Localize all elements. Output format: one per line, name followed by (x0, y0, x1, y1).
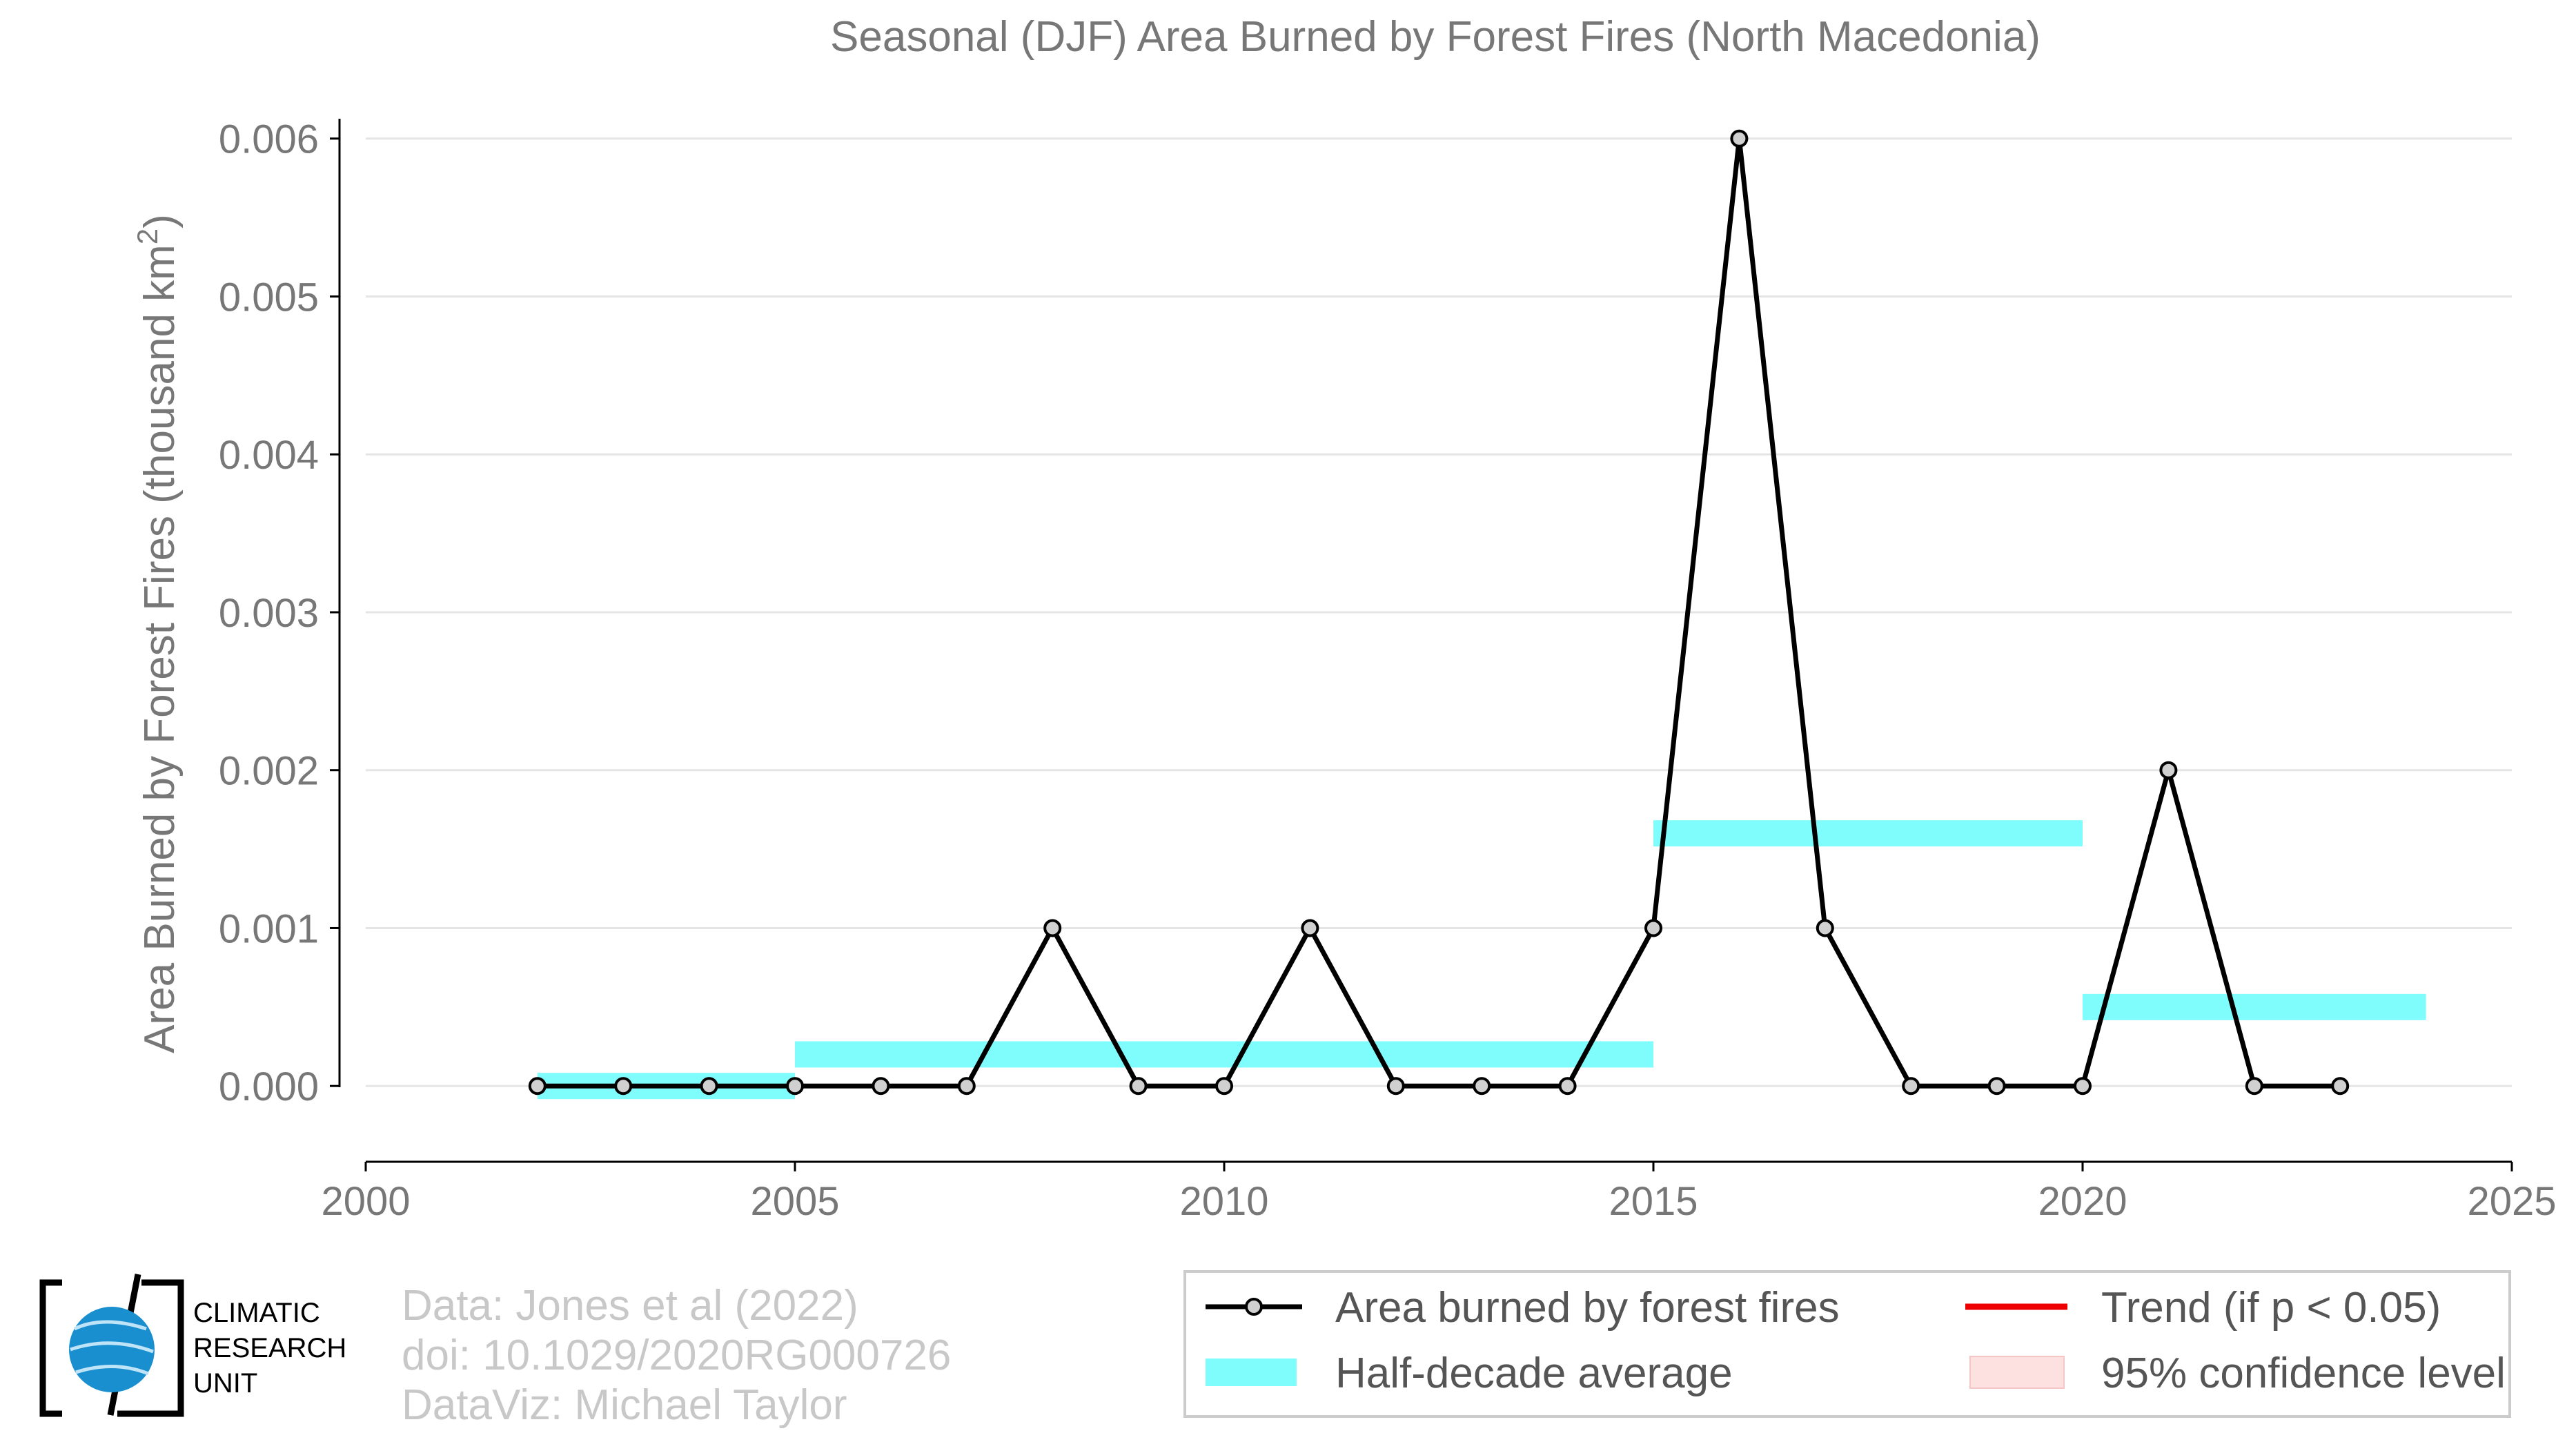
legend: Area burned by forest fires Half-decade … (1183, 1270, 2511, 1418)
legend-swatch-confidence (1969, 1356, 2065, 1389)
data-point (700, 1077, 718, 1095)
credit-doi: doi: 10.1029/2020RG000726 (402, 1332, 951, 1379)
logo-line-3: UNIT (193, 1368, 257, 1399)
y-tick-label: 0.002 (219, 749, 319, 794)
gridlines (366, 137, 2512, 1087)
y-tick-label: 0.005 (219, 275, 319, 320)
data-point (1386, 1077, 1405, 1095)
legend-box (1183, 1270, 2511, 1418)
credit-data: Data: Jones et al (2022) (402, 1282, 858, 1330)
half-decade-average-bar (2083, 993, 2426, 1020)
half-decade-average-bar (1653, 820, 2083, 847)
legend-label-confidence: 95% confidence level (2101, 1350, 2506, 1397)
y-tick-label: 0.006 (219, 117, 319, 162)
data-point (1902, 1077, 1920, 1095)
legend-label-trend: Trend (if p < 0.05) (2101, 1284, 2441, 1332)
half-decade-average-bar (795, 1041, 1653, 1068)
legend-swatch-average (1206, 1359, 1297, 1386)
y-axis-label-main: Area Burned by Forest Fires (thousand km (136, 244, 184, 1053)
data-point (528, 1077, 547, 1095)
data-point (957, 1077, 976, 1095)
y-axis-label: Area Burned by Forest Fires (thousand km… (131, 214, 184, 1053)
y-axis-label-close: ) (136, 214, 184, 228)
x-tick-label: 2010 (1179, 1179, 1268, 1224)
data-point (1644, 919, 1662, 937)
data-point (872, 1077, 890, 1095)
data-point (2159, 761, 2178, 779)
data-point (1473, 1077, 1491, 1095)
data-point (614, 1077, 633, 1095)
cru-logo: CLIMATIC RESEARCH UNIT (39, 1274, 346, 1417)
data-point (2245, 1077, 2263, 1095)
globe-icon (69, 1307, 155, 1392)
data-point (1816, 919, 1834, 937)
y-tick-label: 0.004 (219, 433, 319, 478)
data-point (1730, 129, 1749, 148)
series-line (537, 136, 2341, 1089)
data-point (2331, 1077, 2350, 1095)
y-tick-label: 0.003 (219, 591, 319, 636)
data-point (1129, 1077, 1148, 1095)
legend-label-average: Half-decade average (1335, 1350, 1733, 1397)
y-axis-label-superscript: 2 (131, 228, 164, 244)
legend-label-area: Area burned by forest fires (1335, 1284, 1840, 1332)
logo-frame (39, 1279, 184, 1417)
data-point (1558, 1077, 1577, 1095)
data-point (786, 1077, 804, 1095)
logo-line-2: RESEARCH (193, 1333, 346, 1363)
data-point (2074, 1077, 2092, 1095)
credit-dataviz: DataViz: Michael Taylor (402, 1381, 847, 1429)
data-point (1215, 1077, 1233, 1095)
logo-line-1: CLIMATIC (193, 1298, 320, 1328)
y-tick-labels: 0.000 0.001 0.002 0.003 0.004 0.005 0.006 (219, 117, 340, 1109)
data-point (1301, 919, 1319, 937)
data-point (1987, 1077, 2006, 1095)
y-tick-label: 0.001 (219, 906, 319, 951)
x-tick-label: 2020 (2038, 1179, 2127, 1224)
half-decade-average-bars (537, 820, 2426, 1100)
chart-title: Seasonal (DJF) Area Burned by Forest Fir… (830, 13, 2041, 61)
legend-swatch-marker (1245, 1298, 1263, 1316)
x-tick-labels: 2000 2005 2010 2015 2020 2025 (321, 1162, 2557, 1224)
y-tick-label: 0.000 (219, 1064, 319, 1109)
series-area-burned (528, 129, 2350, 1095)
x-tick-label: 2005 (750, 1179, 839, 1224)
data-point (1043, 919, 1062, 937)
x-tick-label: 2000 (321, 1179, 410, 1224)
x-tick-label: 2025 (2467, 1179, 2556, 1224)
x-tick-label: 2015 (1609, 1179, 1698, 1224)
globe-swirl (70, 1320, 154, 1376)
